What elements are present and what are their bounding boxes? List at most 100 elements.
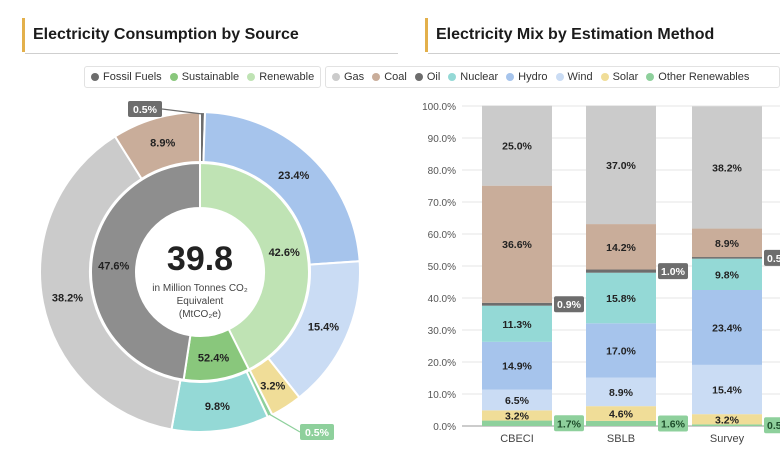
bar-segment-label: 11.3% <box>502 319 532 331</box>
inner-slice-label: 42.6% <box>269 247 300 259</box>
bar-segment-other-renewables <box>586 420 656 426</box>
outer-slice-hydro <box>202 111 361 266</box>
bar-callout-pill <box>764 249 780 266</box>
outer-slice-other-renewables <box>245 368 274 419</box>
bar-legend: Gas Coal Oil Nuclear Hydro Wind Solar Ot… <box>325 66 780 88</box>
x-category-label: Survey <box>710 433 745 445</box>
legend-label: Gas <box>344 71 365 83</box>
bar-segment-other-renewables <box>482 420 552 426</box>
outer-slice-label: 23.4% <box>278 170 309 182</box>
bar-segment-coal <box>482 185 552 303</box>
legend-label: Fossil Fuels <box>103 71 162 83</box>
bar-chart-title-box: Electricity Mix by Estimation Method <box>425 18 780 54</box>
legend-label: Nuclear <box>460 71 499 83</box>
bar-segment-wind <box>482 389 552 411</box>
legend-swatch <box>169 73 178 81</box>
donut-chart-title-box: Electricity Consumption by Source <box>22 18 398 54</box>
bar-segment-label: 3.2% <box>715 414 740 426</box>
bar-segment-label: 14.2% <box>606 242 636 254</box>
bar-segment-label: 17.0% <box>606 345 636 357</box>
outer-slice-label: 0.5% <box>305 427 330 439</box>
bar-segment-hydro <box>586 323 656 378</box>
inner-slice-renewable <box>199 161 310 371</box>
bar-segment-label: 8.9% <box>715 238 740 250</box>
bar-callout-pill <box>554 296 584 313</box>
outer-slice-coal <box>113 110 201 181</box>
bar-segment-gas <box>586 105 656 225</box>
callout-pill <box>300 424 334 440</box>
outer-slice-oil <box>199 110 207 164</box>
outer-slice-label: 9.8% <box>205 401 230 413</box>
donut-chart-title: Electricity Consumption by Source <box>33 26 299 43</box>
legend-item-nuclear: Nuclear <box>448 71 498 83</box>
center-caption: in Million Tonnes CO₂ <box>152 283 248 294</box>
inner-slice-fossil-fuels <box>90 161 201 381</box>
legend-item-wind: Wind <box>555 71 593 83</box>
outer-slice-nuclear <box>170 370 270 433</box>
bar-segment-nuclear <box>482 305 552 342</box>
bar-segment-label: 8.9% <box>609 387 634 399</box>
bar-segment-label: 1.7% <box>557 418 582 430</box>
legend-swatch <box>332 73 340 81</box>
legend-label: Renewable <box>259 71 315 83</box>
y-tick-label: 10.0% <box>428 390 456 401</box>
inner-slice-label: 47.6% <box>98 260 129 272</box>
bar-segment-nuclear <box>692 258 762 290</box>
legend-item-hydro: Hydro <box>506 71 548 83</box>
bar-segment-gas <box>482 105 552 186</box>
legend-item-sustainable: Sustainable <box>169 71 240 83</box>
bar-callout-pill <box>554 415 584 432</box>
bar-segment-label: 4.6% <box>609 409 634 421</box>
bar-segment-coal <box>586 224 656 270</box>
legend-label: Other Renewables <box>658 71 750 83</box>
bar-callout-pill <box>658 263 688 280</box>
x-category-label: CBECI <box>500 433 534 445</box>
legend-swatch <box>91 73 99 81</box>
bar-segment-label: 9.8% <box>715 269 740 281</box>
donut-legend: Fossil Fuels Sustainable Renewable <box>84 66 322 88</box>
legend-label: Oil <box>426 71 441 83</box>
bar-segment-coal <box>692 228 762 258</box>
bar-segment-oil <box>692 257 762 259</box>
outer-slice-label: 3.2% <box>260 381 285 393</box>
legend-label: Hydro <box>518 71 548 83</box>
bar-segment-label: 15.8% <box>606 293 636 305</box>
y-tick-label: 50.0% <box>428 262 456 273</box>
bar-chart-title: Electricity Mix by Estimation Method <box>436 26 715 43</box>
outer-slice-wind <box>266 260 361 399</box>
bar-segment-label: 14.9% <box>502 361 532 373</box>
bar-segment-hydro <box>692 290 762 365</box>
y-tick-label: 60.0% <box>428 230 456 241</box>
bar-segment-solar <box>692 414 762 425</box>
legend-item-fossil-fuels: Fossil Fuels <box>91 71 162 83</box>
bar-segment-label: 23.4% <box>712 322 742 334</box>
y-tick-label: 40.0% <box>428 294 456 305</box>
outer-slice-solar <box>248 356 301 417</box>
outer-slice-label: 0.5% <box>133 104 158 116</box>
y-tick-label: 20.0% <box>428 358 456 369</box>
bar-segment-nuclear <box>586 272 656 324</box>
bar-segment-solar <box>482 410 552 421</box>
legend-swatch <box>372 73 381 81</box>
bar-segment-wind <box>586 377 656 407</box>
bar-segment-label: 25.0% <box>502 141 532 153</box>
bar-segment-label: 1.0% <box>661 266 686 278</box>
outer-slice-gas <box>39 135 182 431</box>
legend-label: Sustainable <box>181 71 240 83</box>
legend-label: Coal <box>384 71 407 83</box>
legend-swatch <box>247 73 256 81</box>
bar-segment-label: 0.5% <box>767 420 780 432</box>
legend-swatch <box>506 73 515 81</box>
center-value: 39.8 <box>167 240 233 278</box>
legend-item-renewable: Renewable <box>247 71 314 83</box>
legend-label: Wind <box>567 71 593 83</box>
bar-segment-oil <box>482 302 552 306</box>
legend-item-other-renewables: Other Renewables <box>646 71 749 83</box>
donut-center <box>138 210 262 334</box>
title-divider <box>25 53 398 54</box>
inner-slice-sustainable <box>182 327 251 382</box>
bar-segment-label: 0.9% <box>557 299 582 311</box>
bar-segment-gas <box>692 106 762 229</box>
y-tick-label: 80.0% <box>428 166 456 177</box>
bar-segment-solar <box>586 406 656 421</box>
